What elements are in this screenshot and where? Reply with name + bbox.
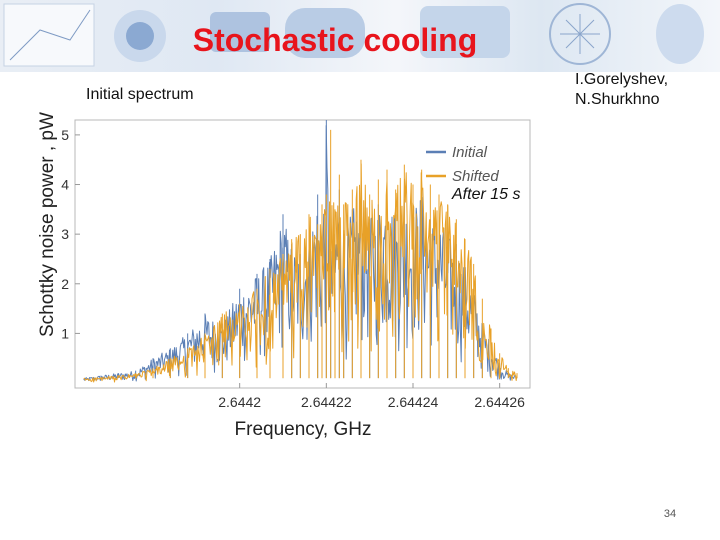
x-tick-label-3: 2.64426 xyxy=(474,394,525,410)
authors: I.Gorelyshev, N.Shurkhno xyxy=(575,70,668,110)
x-tick-label-2: 2.64424 xyxy=(388,394,439,410)
legend-shifted-label: Shifted xyxy=(452,168,499,185)
x-axis-label: Frequency, GHz xyxy=(234,419,372,440)
series-shifted-line xyxy=(83,163,518,383)
plot-frame xyxy=(74,119,531,389)
y-tick-label-2: 3 xyxy=(61,226,69,242)
page-number: 34 xyxy=(663,508,677,520)
y-tick-label-1: 2 xyxy=(61,276,69,292)
after-annotation: After 15 s xyxy=(452,186,521,203)
author-line-2: N.Shurkhno xyxy=(575,91,660,108)
x-tick-label-0: 2.6442 xyxy=(218,394,261,410)
decorative-banner-graphics xyxy=(3,3,704,67)
author-line-1: I.Gorelyshev, xyxy=(575,71,669,88)
y-tick-label-4: 5 xyxy=(61,127,69,143)
header-banner xyxy=(0,0,720,72)
x-axis: 2.6442 2.64422 2.64424 2.64426 xyxy=(218,383,525,410)
legend-initial-label: Initial xyxy=(452,144,488,161)
y-axis: 1 2 3 4 5 xyxy=(61,127,80,341)
series-layer xyxy=(83,120,518,383)
chart-subtitle: Initial spectrum xyxy=(86,86,194,103)
slide-title: Stochastic cooling xyxy=(192,22,478,58)
legend: Initial Shifted xyxy=(426,144,499,185)
x-tick-label-1: 2.64422 xyxy=(301,394,352,410)
y-tick-label-3: 4 xyxy=(61,177,69,193)
y-axis-label: Schottky noise power , pW xyxy=(37,112,58,337)
y-tick-label-0: 1 xyxy=(61,325,69,341)
